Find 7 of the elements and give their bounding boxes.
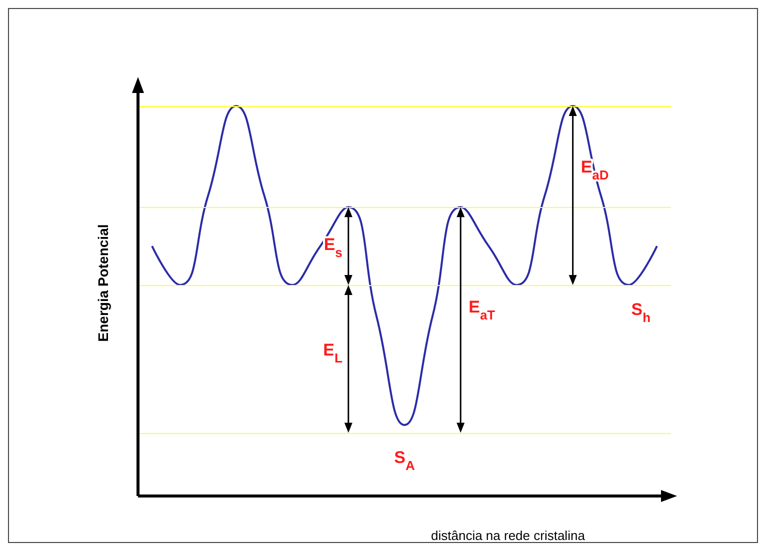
x-axis-title: distância na rede cristalina xyxy=(431,528,586,543)
annotation: S$_{h}$ xyxy=(631,300,651,325)
annotation: S$_{A}$ xyxy=(394,448,416,473)
annotation: E$_{s}$ xyxy=(324,236,342,260)
y-axis-title: Energia Potencial xyxy=(95,224,111,342)
annotation: E$_{L}$ xyxy=(323,340,342,366)
annotation: E$_{aT}$ xyxy=(468,298,496,323)
